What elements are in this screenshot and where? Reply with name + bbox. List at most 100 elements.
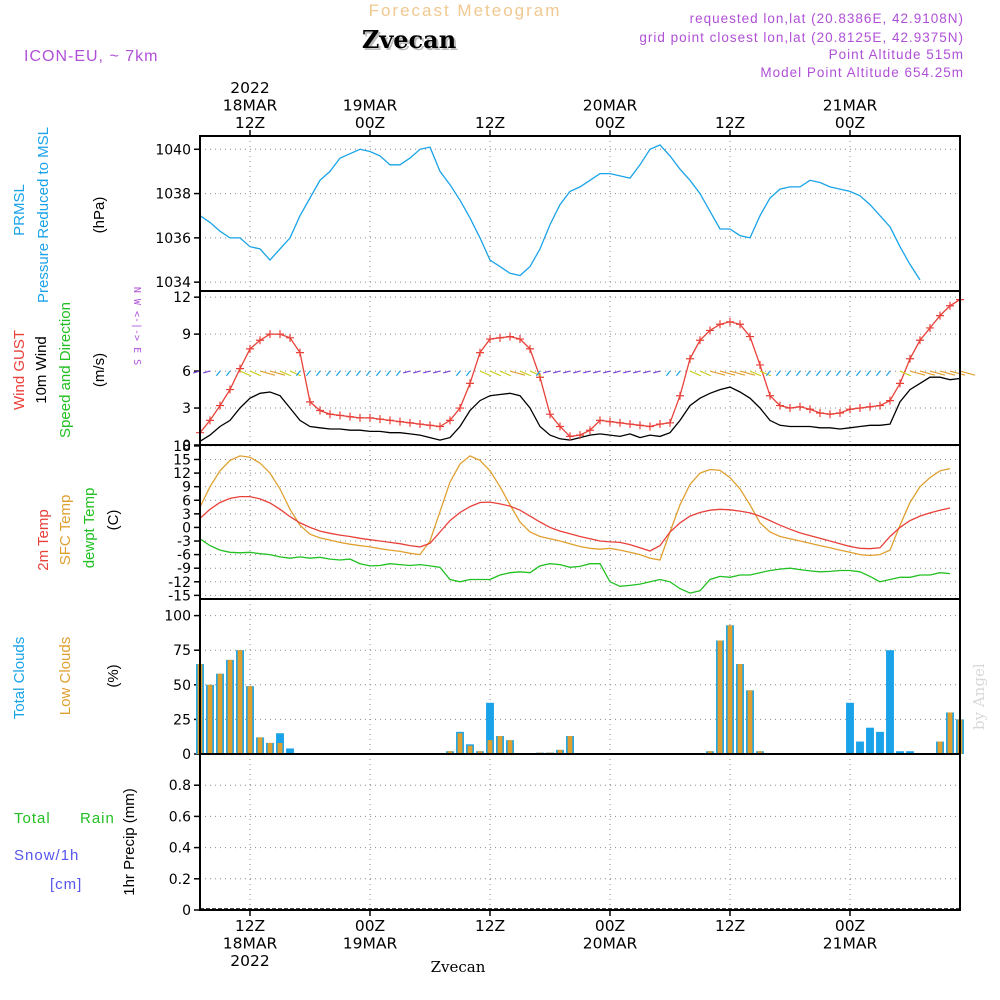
- low-cloud-bar: [477, 751, 483, 754]
- low-cloud-bar: [487, 740, 493, 754]
- label-total-clouds: Total Clouds: [11, 637, 28, 720]
- top-axis-label: 2022: [230, 79, 269, 97]
- low-cloud-bar: [447, 751, 453, 754]
- ytick-label: -12: [168, 575, 191, 591]
- wind-arrow: [563, 370, 571, 374]
- wind-arrow: [413, 370, 421, 374]
- gust-marker: [736, 320, 744, 329]
- label-total: Total: [14, 810, 51, 827]
- wind-arrow: [835, 370, 841, 377]
- credit-watermark: by Angel: [970, 663, 988, 730]
- wind-arrow: [689, 370, 702, 377]
- gust-marker: [296, 348, 304, 357]
- gust-marker: [596, 416, 604, 425]
- panel-pressure: 1034 1036 1038 1040: [155, 136, 960, 291]
- gust-marker: [546, 410, 554, 419]
- wind-arrow: [909, 370, 926, 376]
- wind-arrow: [785, 370, 791, 377]
- label-2m-temp: 2m Temp: [35, 509, 52, 570]
- model-label: ICON-EU, ~ 7km: [24, 48, 158, 65]
- bottom-axis-label: 19MAR: [343, 935, 398, 953]
- panel-frame: [199, 135, 961, 292]
- wind-arrow: [623, 370, 631, 374]
- gust-marker: [656, 420, 664, 429]
- gust-marker: [646, 422, 654, 431]
- wind-arrow: [395, 370, 401, 377]
- wind-arrow: [269, 370, 286, 376]
- top-axis-label: 12Z: [715, 114, 745, 132]
- low-cloud-bar: [257, 737, 263, 754]
- ytick-label: 9: [182, 480, 191, 496]
- low-cloud-bar: [937, 741, 943, 754]
- ytick-label: 6: [182, 364, 191, 380]
- bottom-axis-label: 00Z: [355, 917, 385, 935]
- gust-marker: [366, 413, 374, 422]
- wind-arrow: [739, 370, 756, 376]
- gust-marker: [786, 404, 794, 413]
- panel-precip: 0 0.2 0.4 0.6 0.8: [169, 754, 960, 919]
- top-axis-label: 00Z: [355, 114, 385, 132]
- wind-arrow: [403, 370, 411, 374]
- ytick-label: 0: [182, 520, 191, 536]
- wind-arrow: [709, 370, 726, 376]
- label-rain: Rain: [80, 810, 115, 827]
- wind-arrow: [355, 370, 361, 377]
- top-axis-label: 12Z: [235, 114, 265, 132]
- label-snow: Snow/1h: [14, 847, 79, 864]
- top-axis-label: 21MAR: [823, 97, 878, 115]
- bottom-axis-label: 00Z: [835, 917, 865, 935]
- ytick-label: 0: [182, 438, 191, 454]
- gust-marker: [666, 418, 674, 427]
- wind-arrow: [499, 370, 512, 377]
- wind-arrow: [825, 370, 831, 377]
- gust-marker: [476, 348, 484, 357]
- label-precip-mm: 1hr Precip (mm): [121, 788, 138, 896]
- ytick-label: -6: [177, 548, 191, 564]
- top-axis-label: 20MAR: [583, 97, 638, 115]
- low-cloud-bar: [497, 736, 503, 754]
- prmsl-line: [199, 144, 921, 281]
- dewpt-line: [199, 538, 951, 594]
- wind-arrow: [455, 370, 461, 377]
- ytick-label: -3: [177, 534, 191, 550]
- wind-arrow: [249, 370, 262, 377]
- wind-arrow: [603, 370, 611, 374]
- total-cloud-bar: [846, 702, 854, 754]
- low-cloud-bar: [947, 712, 953, 754]
- bottom-axis-label: 21MAR: [823, 935, 878, 953]
- label-10m-wind: 10m Wind: [33, 336, 50, 404]
- low-cloud-bar: [247, 686, 253, 754]
- wind-arrow: [919, 370, 936, 376]
- gust-marker: [406, 418, 414, 427]
- label-celsius: (C): [105, 510, 122, 531]
- wind-arrow: [593, 370, 601, 374]
- gust-marker: [876, 401, 884, 410]
- ytick-label: 75: [173, 643, 191, 659]
- wind-arrow: [949, 370, 966, 376]
- wind-arrow: [535, 370, 541, 377]
- low-cloud-bar: [717, 640, 723, 754]
- wind-arrow: [193, 370, 201, 374]
- wind-arrow: [335, 370, 341, 377]
- label-pressure-msl: Pressure Reduced to MSL: [35, 127, 52, 303]
- gust-marker: [746, 332, 754, 341]
- ytick-label: 1034: [155, 275, 191, 291]
- wind-arrow: [315, 370, 321, 377]
- top-axis-label: 18MAR: [223, 97, 278, 115]
- wind-arrow: [259, 370, 276, 376]
- wind-arrow: [665, 370, 671, 377]
- low-cloud-bar: [267, 742, 273, 754]
- gust-marker: [266, 330, 274, 339]
- gust-marker: [896, 379, 904, 388]
- panel-frame: [199, 290, 961, 446]
- gust-marker: [766, 391, 774, 400]
- gust-marker: [936, 311, 944, 320]
- gust-marker: [256, 336, 264, 345]
- ytick-label: 0.8: [169, 778, 191, 794]
- gust-marker: [816, 408, 824, 417]
- model-altitude: Model Point Altitude 654.25m: [760, 65, 964, 80]
- ytick-label: 6: [182, 493, 191, 509]
- gust-marker: [306, 397, 314, 406]
